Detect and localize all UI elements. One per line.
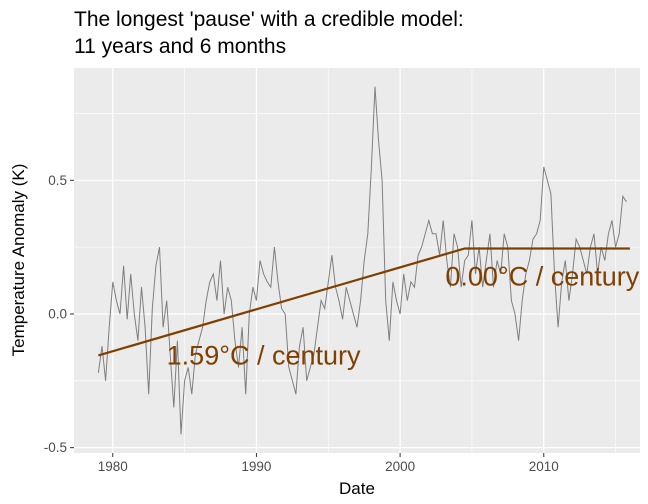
chart-title: The longest 'pause' with a credible mode…: [74, 6, 464, 60]
trend-annotation-2: 0.00°C / century: [445, 262, 639, 292]
x-tick-label: 1980: [98, 459, 128, 474]
grid-minor: [74, 68, 640, 453]
x-axis-title: Date: [339, 479, 375, 498]
y-axis-ticks: -0.5 0.0 0.5: [44, 173, 74, 455]
grid-major: [74, 68, 640, 453]
y-tick-label: 0.5: [48, 173, 67, 188]
y-axis-title: Temperature Anomaly (K): [9, 164, 28, 357]
y-tick-label: 0.0: [48, 306, 67, 321]
chart-title-line-1: The longest 'pause' with a credible mode…: [74, 8, 464, 31]
chart-title-line-2: 11 years and 6 months: [74, 35, 287, 58]
x-axis-ticks: 1980 1990 2000 2010: [98, 453, 559, 474]
x-tick-label: 2010: [529, 459, 559, 474]
temperature-series-line: [97, 86, 627, 435]
plot-panel: [74, 68, 640, 453]
x-tick-label: 1990: [241, 459, 271, 474]
trend-annotation-1: 1.59°C / century: [167, 340, 361, 370]
x-tick-label: 2000: [385, 459, 415, 474]
y-tick-label: -0.5: [44, 440, 67, 455]
annotations: 1.59°C / century 0.00°C / century: [167, 262, 640, 371]
trend-line: [98, 247, 630, 357]
